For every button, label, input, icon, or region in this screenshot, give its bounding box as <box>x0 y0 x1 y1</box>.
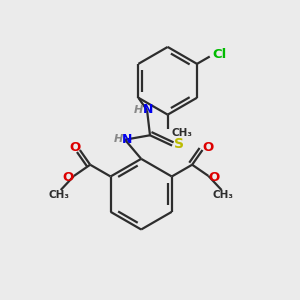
Text: CH₃: CH₃ <box>213 190 234 200</box>
Text: S: S <box>174 137 184 151</box>
Text: O: O <box>62 171 74 184</box>
Text: H: H <box>134 105 143 115</box>
Text: O: O <box>69 141 80 154</box>
Text: CH₃: CH₃ <box>49 190 70 200</box>
Text: Cl: Cl <box>212 48 226 61</box>
Text: O: O <box>202 141 213 154</box>
Text: O: O <box>208 171 220 184</box>
Text: CH₃: CH₃ <box>171 128 192 138</box>
Text: N: N <box>122 133 133 146</box>
Text: H: H <box>114 134 123 144</box>
Text: N: N <box>142 103 153 116</box>
